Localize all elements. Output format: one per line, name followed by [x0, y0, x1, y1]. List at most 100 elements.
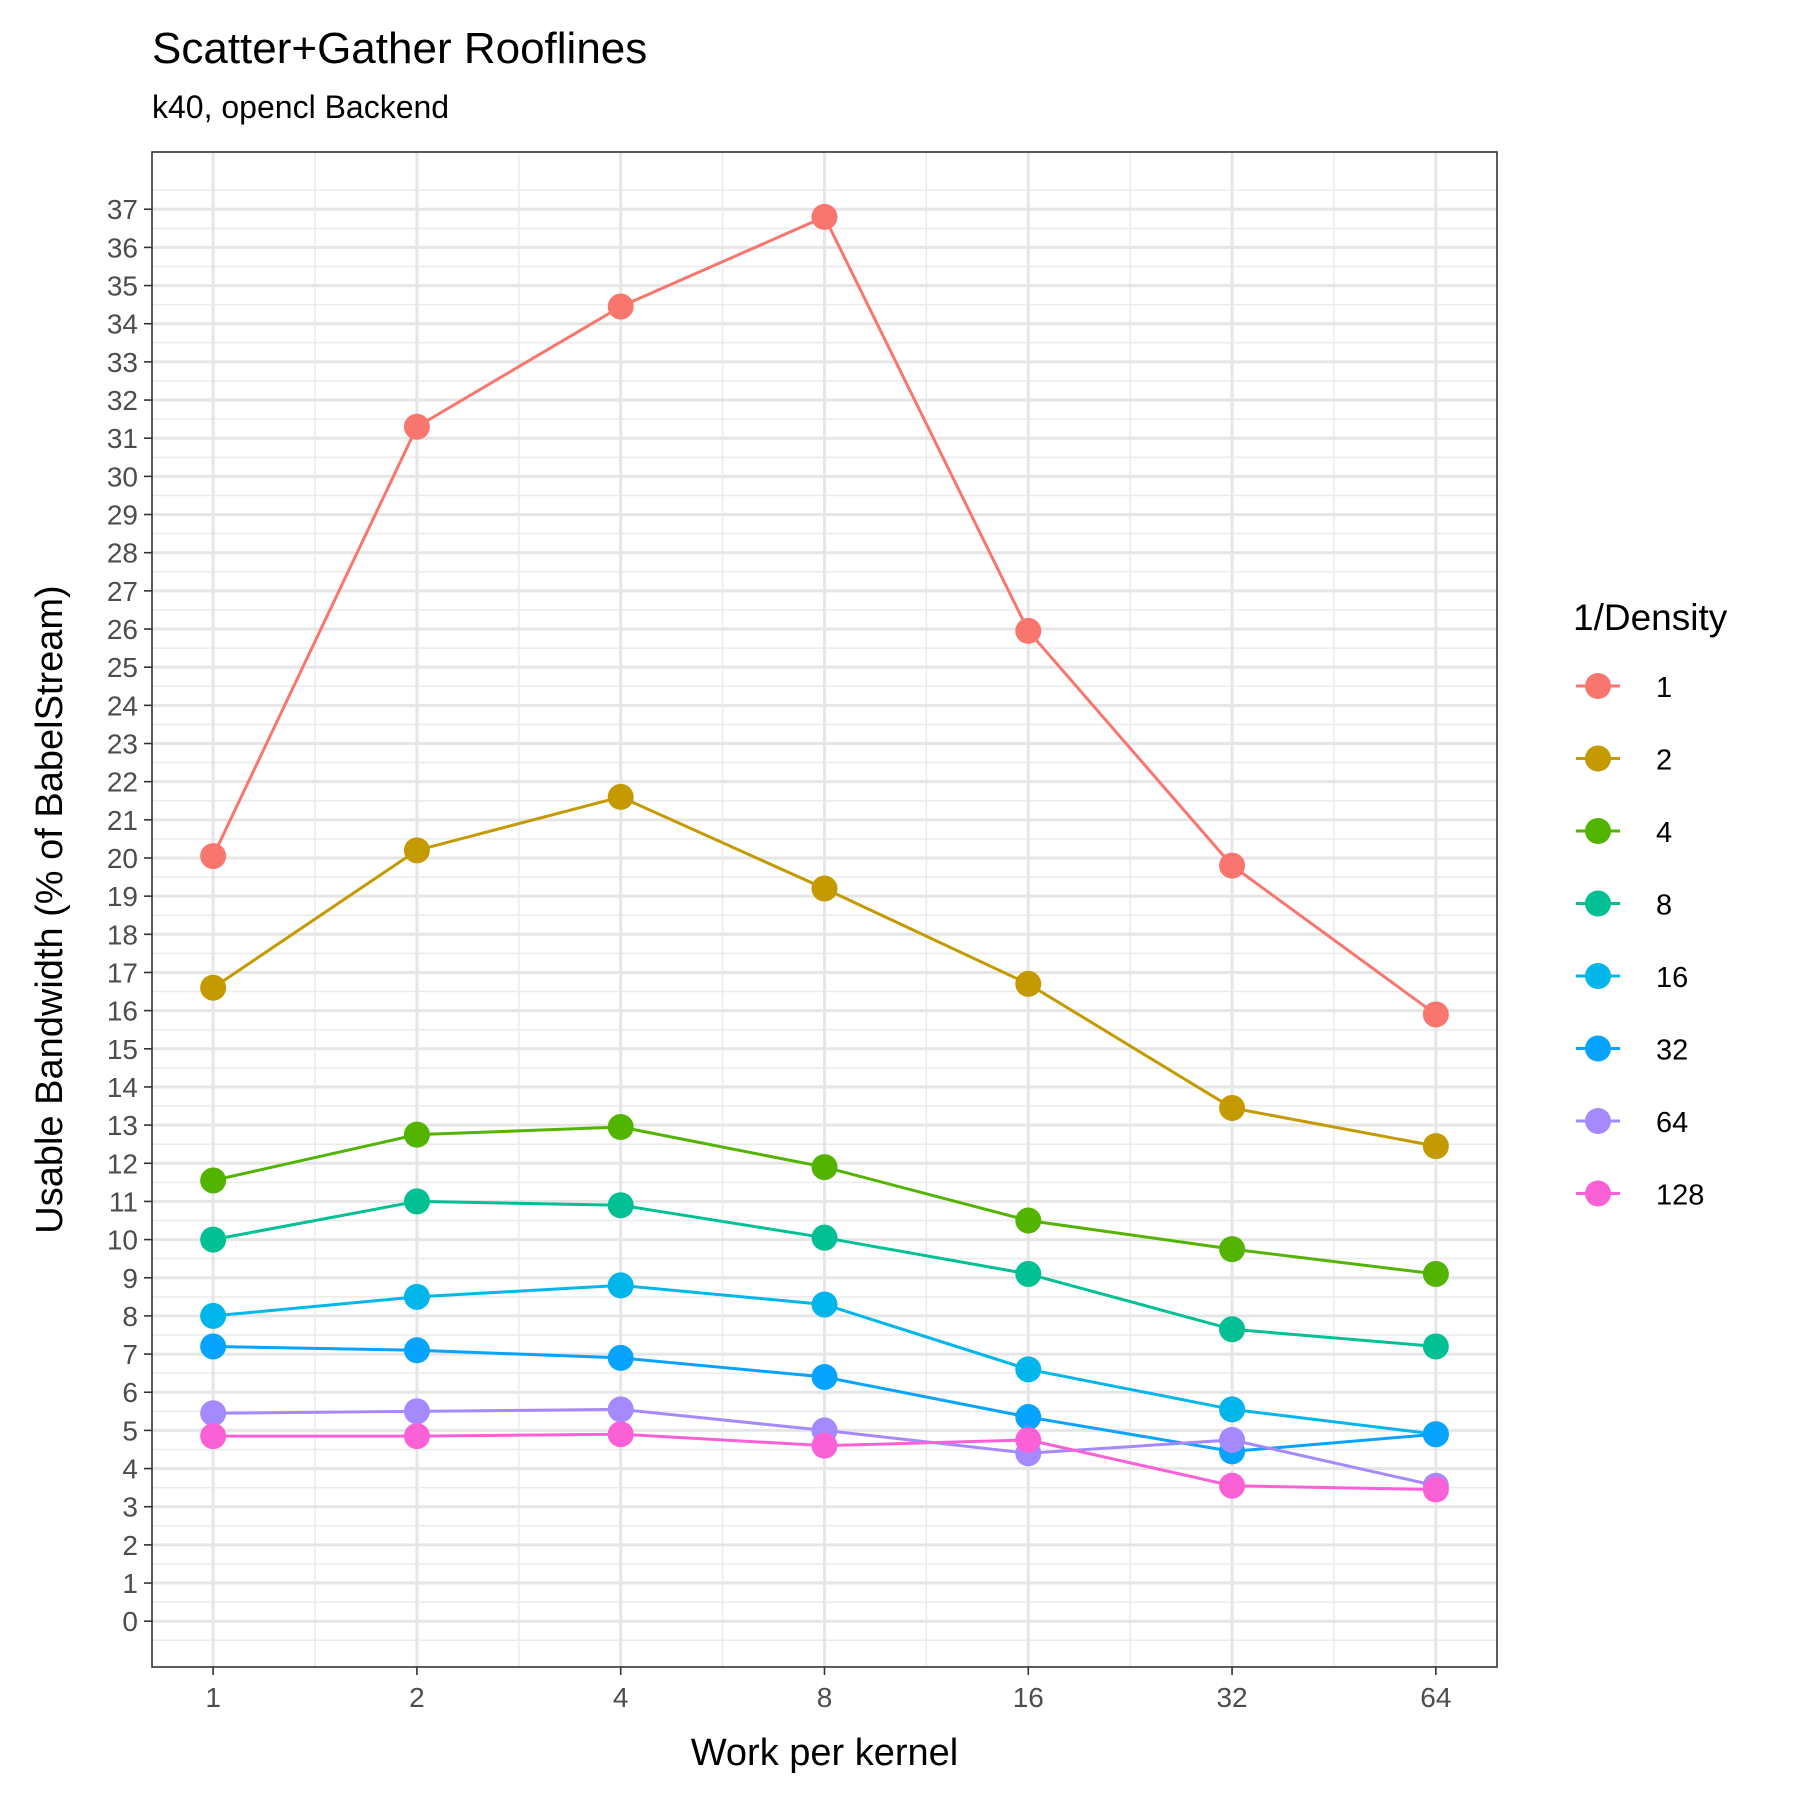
x-tick-label: 4: [613, 1682, 629, 1713]
legend-key-point: [1585, 673, 1611, 699]
data-point-8: [811, 1224, 838, 1251]
y-tick-label: 14: [107, 1072, 138, 1103]
data-point-16: [607, 1272, 634, 1299]
data-point-128: [1015, 1426, 1042, 1453]
legend-items: 1 2 4 8 16 32 64 128: [1576, 672, 1704, 1212]
legend-label: 64: [1656, 1107, 1688, 1139]
legend-item-8: 8: [1576, 890, 1672, 922]
data-point-1: [1015, 617, 1042, 644]
legend-key-point: [1585, 963, 1611, 989]
y-axis-title: Usable Bandwidth (% of BabelStream): [29, 585, 71, 1233]
data-point-128: [811, 1432, 838, 1459]
x-tick-label: 2: [409, 1682, 425, 1713]
legend-label: 1: [1656, 672, 1672, 704]
y-tick-label: 29: [107, 500, 138, 531]
data-point-1: [811, 203, 838, 230]
x-tick-label: 8: [817, 1682, 833, 1713]
legend-item-16: 16: [1576, 962, 1688, 994]
data-point-4: [1015, 1207, 1042, 1234]
data-point-128: [1422, 1476, 1449, 1503]
legend-label: 4: [1656, 817, 1672, 849]
legend-label: 8: [1656, 890, 1672, 922]
x-tick-label: 64: [1420, 1682, 1451, 1713]
data-point-2: [607, 783, 634, 810]
y-tick-label: 36: [107, 232, 138, 263]
y-tick-label: 2: [122, 1530, 138, 1561]
data-point-16: [1015, 1356, 1042, 1383]
y-tick-label: 33: [107, 347, 138, 378]
data-point-4: [200, 1167, 227, 1194]
y-tick-label: 23: [107, 728, 138, 759]
y-tick-label: 7: [122, 1339, 138, 1370]
legend: 1/Density 1 2 4 8 16 32 64 128: [1573, 597, 1728, 1212]
series-points: [200, 203, 1449, 1503]
data-point-128: [607, 1421, 634, 1448]
data-point-2: [1219, 1094, 1246, 1121]
y-tick-label: 25: [107, 652, 138, 683]
x-tick-label: 32: [1216, 1682, 1247, 1713]
legend-label: 16: [1656, 962, 1688, 994]
y-tick-label: 18: [107, 919, 138, 950]
data-point-8: [1015, 1260, 1042, 1287]
y-tick-label: 30: [107, 461, 138, 492]
data-point-2: [811, 875, 838, 902]
y-tick-label: 8: [122, 1301, 138, 1332]
y-tick-label: 22: [107, 767, 138, 798]
legend-item-1: 1: [1576, 672, 1672, 704]
legend-label: 128: [1656, 1180, 1704, 1212]
data-point-2: [200, 974, 227, 1001]
legend-title: 1/Density: [1573, 597, 1728, 638]
legend-key-point: [1585, 890, 1611, 917]
y-tick-label: 21: [107, 805, 138, 836]
legend-key-point: [1585, 1108, 1611, 1134]
data-point-32: [1015, 1404, 1042, 1431]
y-tick-label: 4: [122, 1454, 138, 1485]
data-point-1: [200, 843, 227, 870]
data-point-16: [200, 1302, 227, 1329]
data-point-32: [1422, 1421, 1449, 1448]
y-tick-label: 28: [107, 538, 138, 569]
y-tick-label: 17: [107, 957, 138, 988]
y-axis: 0123456789101112131415161718192021222324…: [107, 194, 152, 1637]
data-point-32: [403, 1337, 430, 1364]
y-tick-label: 34: [107, 309, 138, 340]
y-tick-label: 12: [107, 1148, 138, 1179]
y-tick-label: 9: [122, 1263, 138, 1294]
legend-label: 2: [1656, 745, 1672, 777]
data-point-8: [607, 1192, 634, 1219]
y-tick-label: 20: [107, 843, 138, 874]
data-point-32: [607, 1344, 634, 1371]
data-point-1: [403, 413, 430, 440]
y-tick-label: 6: [122, 1377, 138, 1408]
plot-panel: [151, 151, 1498, 1668]
data-point-8: [1422, 1333, 1449, 1360]
data-point-8: [403, 1188, 430, 1215]
data-point-1: [1219, 852, 1246, 879]
data-point-4: [811, 1154, 838, 1181]
x-axis-title: Work per kernel: [691, 1732, 959, 1774]
legend-key-point: [1585, 1180, 1611, 1207]
x-axis: 1 2 4 8 16 32 64: [205, 1667, 1451, 1713]
y-tick-label: 1: [122, 1568, 138, 1599]
data-point-1: [607, 293, 634, 320]
y-tick-label: 0: [122, 1606, 138, 1637]
data-point-128: [200, 1423, 227, 1450]
data-point-32: [200, 1333, 227, 1360]
legend-key-point: [1585, 818, 1611, 844]
y-tick-label: 26: [107, 614, 138, 645]
legend-item-2: 2: [1576, 745, 1672, 777]
y-tick-label: 24: [107, 690, 138, 721]
data-point-16: [1219, 1396, 1246, 1423]
data-point-4: [403, 1121, 430, 1148]
y-tick-label: 11: [109, 1186, 138, 1217]
data-point-128: [1219, 1472, 1246, 1499]
data-point-2: [1015, 970, 1042, 997]
data-point-8: [1219, 1316, 1246, 1343]
y-tick-label: 37: [107, 194, 138, 225]
data-point-64: [200, 1400, 227, 1427]
y-tick-label: 35: [107, 271, 138, 302]
data-point-2: [1422, 1133, 1449, 1160]
legend-item-128: 128: [1576, 1180, 1704, 1212]
legend-key-point: [1585, 1035, 1611, 1062]
data-point-4: [1422, 1260, 1449, 1287]
